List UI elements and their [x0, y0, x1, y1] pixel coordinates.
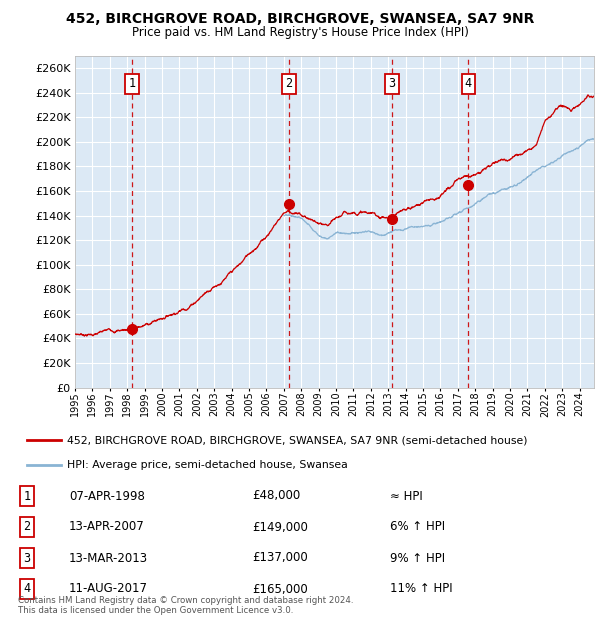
Text: Contains HM Land Registry data © Crown copyright and database right 2024.
This d: Contains HM Land Registry data © Crown c… — [18, 596, 353, 615]
Text: 11% ↑ HPI: 11% ↑ HPI — [390, 583, 452, 595]
Text: ≈ HPI: ≈ HPI — [390, 490, 423, 502]
Text: 13-APR-2007: 13-APR-2007 — [69, 521, 145, 533]
Text: £165,000: £165,000 — [252, 583, 308, 595]
Text: 07-APR-1998: 07-APR-1998 — [69, 490, 145, 502]
Text: 1: 1 — [23, 490, 31, 502]
Text: £137,000: £137,000 — [252, 552, 308, 564]
Text: 11-AUG-2017: 11-AUG-2017 — [69, 583, 148, 595]
Text: 1: 1 — [128, 78, 136, 91]
Text: 3: 3 — [23, 552, 31, 564]
Text: £149,000: £149,000 — [252, 521, 308, 533]
Text: 4: 4 — [465, 78, 472, 91]
Text: £48,000: £48,000 — [252, 490, 300, 502]
Text: 452, BIRCHGROVE ROAD, BIRCHGROVE, SWANSEA, SA7 9NR: 452, BIRCHGROVE ROAD, BIRCHGROVE, SWANSE… — [66, 12, 534, 27]
Text: 13-MAR-2013: 13-MAR-2013 — [69, 552, 148, 564]
Text: 9% ↑ HPI: 9% ↑ HPI — [390, 552, 445, 564]
Text: 4: 4 — [23, 583, 31, 595]
Text: 452, BIRCHGROVE ROAD, BIRCHGROVE, SWANSEA, SA7 9NR (semi-detached house): 452, BIRCHGROVE ROAD, BIRCHGROVE, SWANSE… — [67, 435, 527, 445]
Text: 2: 2 — [23, 521, 31, 533]
Text: 2: 2 — [285, 78, 292, 91]
Text: 6% ↑ HPI: 6% ↑ HPI — [390, 521, 445, 533]
Text: Price paid vs. HM Land Registry's House Price Index (HPI): Price paid vs. HM Land Registry's House … — [131, 26, 469, 39]
Text: 3: 3 — [388, 78, 395, 91]
Text: HPI: Average price, semi-detached house, Swansea: HPI: Average price, semi-detached house,… — [67, 459, 347, 470]
